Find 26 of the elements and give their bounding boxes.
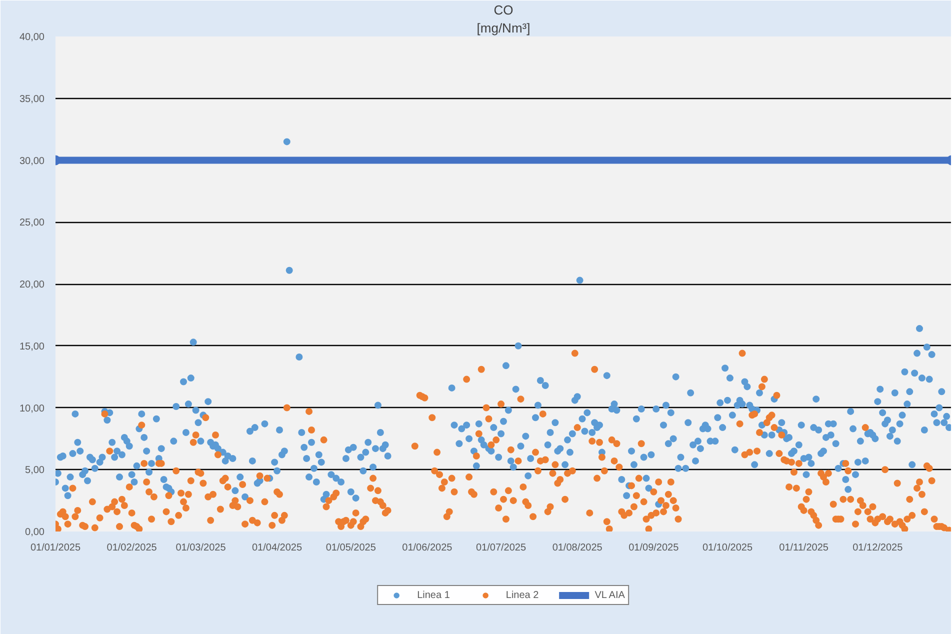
- y-tick-label: 20,00: [19, 280, 45, 290]
- x-tick-label: 01/08/2025: [552, 542, 603, 554]
- x-tick-label: 01/01/2025: [30, 542, 81, 554]
- legend-label: Linea 1: [417, 589, 450, 601]
- y-tick-label: 10,00: [19, 403, 45, 414]
- x-tick-label: 01/05/2025: [326, 542, 376, 554]
- y-tick-label: 25,00: [19, 218, 45, 229]
- x-tick-label: 01/02/2025: [106, 542, 158, 554]
- y-tick-label: 5,00: [25, 465, 45, 476]
- x-tick-label: 01/11/2025: [779, 542, 829, 554]
- x-tick-label: 01/12/2025: [852, 542, 904, 554]
- y-tick-label: 30,00: [19, 156, 45, 167]
- x-tick-label: 01/06/2025: [402, 542, 453, 554]
- chart-title: CO: [494, 2, 514, 18]
- x-tick-label: 01/04/2025: [252, 542, 302, 554]
- x-tick-label: 01/09/2025: [628, 542, 680, 554]
- legend-label: Linea 2: [506, 589, 539, 601]
- chart-subtitle: [mg/Nm³]: [476, 20, 530, 36]
- legend-label: VL AIA: [594, 589, 625, 601]
- y-tick-label: 15,00: [19, 341, 45, 352]
- x-tick-label: 01/03/2025: [176, 542, 226, 554]
- x-tick-label: 01/07/2025: [476, 542, 526, 554]
- y-tick-label: 40,00: [19, 32, 45, 43]
- y-tick-label: 35,00: [19, 94, 45, 105]
- y-tick-label: 0,00: [25, 527, 45, 538]
- x-tick-label: 01/10/2025: [702, 542, 753, 554]
